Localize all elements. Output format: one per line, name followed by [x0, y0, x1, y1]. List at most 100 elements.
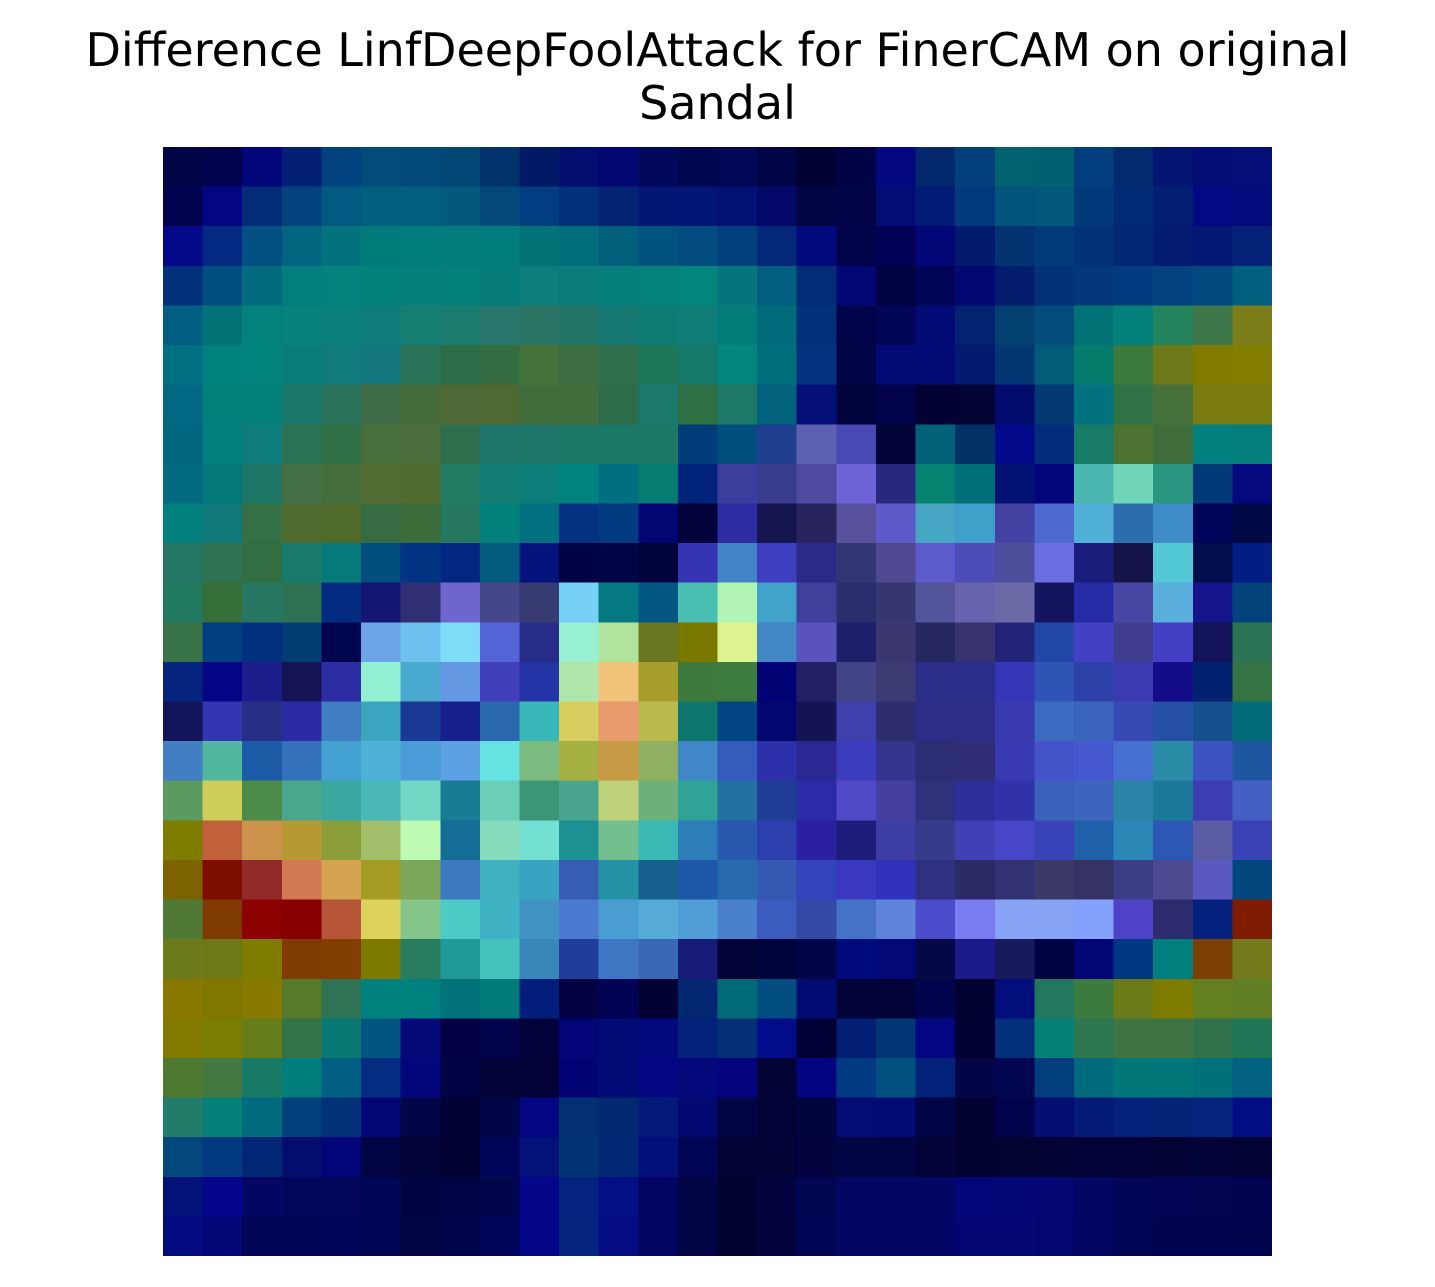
heatmap-cell-r4-c22 — [1034, 305, 1075, 346]
heatmap-cell-r2-c19 — [915, 226, 956, 267]
heatmap-cell-r15-c0 — [163, 741, 204, 782]
heatmap-cell-r23-c22 — [1034, 1057, 1075, 1099]
heatmap-cell-r11-c10 — [559, 582, 600, 624]
heatmap-cell-r23-c27 — [1232, 1057, 1272, 1099]
heatmap-cell-r22-c2 — [242, 1018, 283, 1059]
heatmap-cell-r8-c22 — [1034, 463, 1075, 505]
heatmap-cell-r1-c27 — [1232, 186, 1272, 228]
heatmap-cell-r8-c17 — [836, 463, 877, 505]
heatmap-cell-r19-c13 — [677, 899, 719, 940]
heatmap-cell-r6-c13 — [677, 384, 719, 426]
heatmap-cell-r27-c19 — [915, 1216, 956, 1256]
heatmap-cell-r6-c14 — [717, 384, 758, 426]
heatmap-cell-r22-c15 — [757, 1018, 798, 1059]
heatmap-cell-r14-c13 — [677, 701, 719, 742]
heatmap-cell-r3-c16 — [796, 265, 838, 307]
heatmap-cell-r20-c12 — [638, 939, 679, 980]
heatmap-cell-r12-c18 — [875, 622, 917, 663]
heatmap-cell-r21-c8 — [479, 978, 521, 1020]
heatmap-cell-r20-c25 — [1153, 939, 1194, 980]
heatmap-cell-r6-c0 — [163, 384, 204, 426]
heatmap-cell-r24-c27 — [1232, 1097, 1272, 1138]
heatmap-cell-r4-c11 — [598, 305, 640, 346]
heatmap-cell-r19-c16 — [796, 899, 838, 940]
heatmap-cell-r11-c1 — [202, 582, 244, 624]
heatmap-cell-r26-c22 — [1034, 1176, 1075, 1218]
heatmap-cell-r11-c17 — [836, 582, 877, 624]
heatmap-cell-r21-c3 — [281, 978, 323, 1020]
heatmap-cell-r4-c0 — [163, 305, 204, 346]
heatmap-cell-r10-c20 — [955, 543, 996, 584]
heatmap-cell-r16-c12 — [638, 780, 679, 822]
heatmap-cell-r13-c1 — [202, 661, 244, 703]
heatmap-cell-r6-c16 — [796, 384, 838, 426]
heatmap-cell-r18-c17 — [836, 859, 877, 901]
heatmap-cell-r3-c14 — [717, 265, 758, 307]
heatmap-cell-r4-c9 — [519, 305, 560, 346]
heatmap-cell-r16-c5 — [361, 780, 402, 822]
heatmap-cell-r13-c23 — [1073, 661, 1115, 703]
heatmap-cell-r21-c19 — [915, 978, 956, 1020]
heatmap-cell-r26-c19 — [915, 1176, 956, 1218]
heatmap-cell-r4-c13 — [677, 305, 719, 346]
heatmap-cell-r9-c5 — [361, 503, 402, 544]
heatmap-cell-r3-c0 — [163, 265, 204, 307]
heatmap-cell-r8-c24 — [1113, 463, 1154, 505]
heatmap-cell-r8-c16 — [796, 463, 838, 505]
heatmap-cell-r19-c14 — [717, 899, 758, 940]
heatmap-cell-r11-c24 — [1113, 582, 1154, 624]
heatmap-cell-r0-c13 — [677, 147, 719, 188]
heatmap-cell-r15-c25 — [1153, 741, 1194, 782]
heatmap-cell-r25-c23 — [1073, 1137, 1115, 1178]
heatmap-cell-r9-c0 — [163, 503, 204, 544]
heatmap-cell-r18-c9 — [519, 859, 560, 901]
heatmap-cell-r16-c19 — [915, 780, 956, 822]
heatmap-cell-r24-c15 — [757, 1097, 798, 1138]
heatmap-cell-r17-c2 — [242, 820, 283, 861]
heatmap-cell-r2-c18 — [875, 226, 917, 267]
heatmap-cell-r18-c15 — [757, 859, 798, 901]
heatmap-cell-r16-c18 — [875, 780, 917, 822]
heatmap-cell-r11-c21 — [994, 582, 1036, 624]
heatmap-cell-r21-c5 — [361, 978, 402, 1020]
heatmap-cell-r10-c14 — [717, 543, 758, 584]
heatmap-cell-r9-c13 — [677, 503, 719, 544]
heatmap-cell-r12-c26 — [1192, 622, 1234, 663]
heatmap-cell-r24-c20 — [955, 1097, 996, 1138]
heatmap-cell-r16-c21 — [994, 780, 1036, 822]
heatmap-cell-r10-c7 — [440, 543, 481, 584]
heatmap-cell-r22-c23 — [1073, 1018, 1115, 1059]
heatmap-cell-r11-c3 — [281, 582, 323, 624]
heatmap-cell-r6-c23 — [1073, 384, 1115, 426]
chart-title-line-2: Sandal — [639, 76, 796, 130]
heatmap-cell-r2-c23 — [1073, 226, 1115, 267]
heatmap-cell-r8-c18 — [875, 463, 917, 505]
heatmap-cell-r0-c23 — [1073, 147, 1115, 188]
heatmap-cell-r14-c6 — [400, 701, 442, 742]
heatmap-cell-r7-c9 — [519, 424, 560, 465]
heatmap-cell-r17-c5 — [361, 820, 402, 861]
heatmap-cell-r23-c10 — [559, 1057, 600, 1099]
heatmap-cell-r16-c11 — [598, 780, 640, 822]
heatmap-cell-r8-c0 — [163, 463, 204, 505]
heatmap-cell-r13-c15 — [757, 661, 798, 703]
heatmap-cell-r25-c2 — [242, 1137, 283, 1178]
heatmap-cell-r5-c14 — [717, 345, 758, 386]
heatmap-cell-r0-c8 — [479, 147, 521, 188]
heatmap-cell-r18-c21 — [994, 859, 1036, 901]
heatmap-cell-r2-c15 — [757, 226, 798, 267]
heatmap-cell-r21-c12 — [638, 978, 679, 1020]
heatmap-cell-r4-c5 — [361, 305, 402, 346]
heatmap-cell-r19-c20 — [955, 899, 996, 940]
heatmap-cell-r27-c23 — [1073, 1216, 1115, 1256]
heatmap-cell-r21-c13 — [677, 978, 719, 1020]
heatmap-cell-r6-c11 — [598, 384, 640, 426]
heatmap-cell-r20-c1 — [202, 939, 244, 980]
heatmap-cell-r2-c9 — [519, 226, 560, 267]
heatmap-cell-r7-c11 — [598, 424, 640, 465]
heatmap-cell-r0-c3 — [281, 147, 323, 188]
heatmap-cell-r19-c9 — [519, 899, 560, 940]
heatmap-cell-r1-c17 — [836, 186, 877, 228]
heatmap-cell-r20-c2 — [242, 939, 283, 980]
heatmap-cell-r2-c4 — [321, 226, 362, 267]
